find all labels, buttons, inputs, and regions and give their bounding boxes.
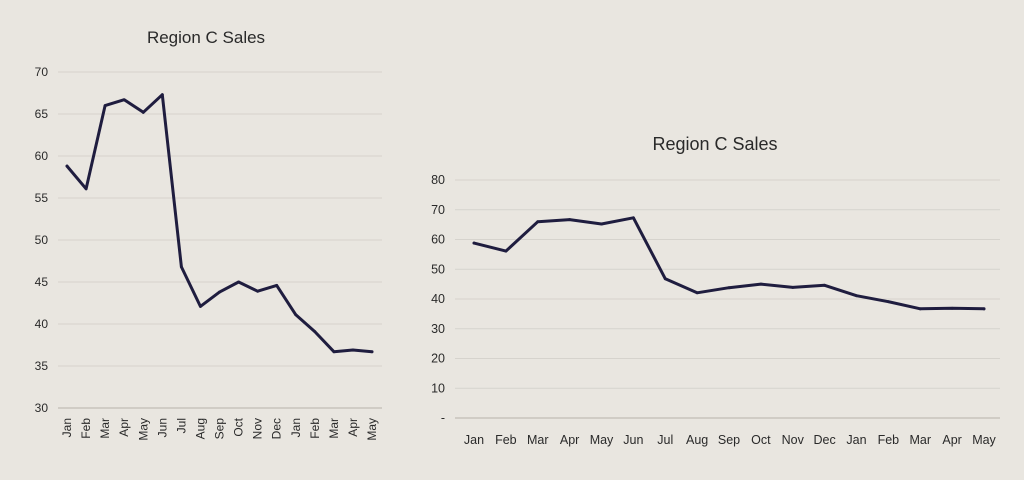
chart-left-x-tick-label: Sep xyxy=(213,418,227,440)
chart-left-data-point xyxy=(313,330,317,333)
chart-right-data-point xyxy=(600,222,603,226)
chart-left-data-point xyxy=(103,104,107,107)
chart-right-data-point xyxy=(950,306,954,310)
chart-left-data-point xyxy=(218,290,221,294)
chart-right-y-tick-label: - xyxy=(441,411,445,425)
chart-left-data-point xyxy=(199,304,202,308)
chart-right-x-tick-label: Feb xyxy=(878,433,900,447)
chart-right-data-point xyxy=(982,307,986,311)
chart-right-data-point xyxy=(823,283,827,287)
chart-left-data-point xyxy=(65,164,69,168)
chart-left-x-tick-label: Jun xyxy=(155,418,169,437)
chart-right-data-point xyxy=(695,291,699,295)
chart-left-y-tick-label: 35 xyxy=(35,359,49,373)
chart-left-x-tick-label: Feb xyxy=(308,418,322,439)
chart-right-y-tick-label: 70 xyxy=(431,203,445,217)
chart-left-data-point xyxy=(275,283,279,287)
chart-left-data-point xyxy=(179,265,183,269)
chart-right-x-tick-label: Jun xyxy=(623,433,643,447)
chart-right-x-tick-label: Mar xyxy=(909,433,931,447)
chart-left-y-tick-label: 60 xyxy=(35,149,49,163)
chart-right-x-tick-label: Mar xyxy=(527,433,549,447)
chart-right-data-point xyxy=(791,285,795,289)
chart-right-y-tick-label: 10 xyxy=(431,381,445,395)
chart-right-data-point xyxy=(855,294,858,298)
chart-left-x-tick-label: Dec xyxy=(270,418,284,439)
chart-left-x-tick-label: Oct xyxy=(232,417,246,436)
chart-right-x-tick-label: Feb xyxy=(495,433,517,447)
chart-left-x-tick-label: Jul xyxy=(174,418,188,433)
chart-right-x-tick-label: Oct xyxy=(751,433,771,447)
chart-left-data-point xyxy=(294,313,298,317)
chart-right-data-point xyxy=(886,300,890,304)
chart-right-data-point xyxy=(536,220,540,224)
chart-left-data-point xyxy=(237,280,240,284)
chart-left-data-point xyxy=(332,350,336,354)
chart-right-x-tick-label: Sep xyxy=(718,433,740,447)
chart-right-data-point xyxy=(504,249,508,253)
chart-left-x-tick-label: Jan xyxy=(289,418,303,437)
chart-right-data-point xyxy=(918,307,922,311)
chart-left-data-point xyxy=(141,110,145,114)
chart-left-data-point xyxy=(351,348,355,352)
chart-right-x-tick-label: Dec xyxy=(814,433,836,447)
chart-right: Region C Sales - 10 20 30 40 50 60 70 80 Jan Feb Ma… xyxy=(431,134,1000,447)
chart-left-title: Region C Sales xyxy=(147,28,265,47)
chart-right-x-tick-label: Jul xyxy=(657,433,673,447)
chart-right-y-tick-label: 40 xyxy=(431,292,445,306)
chart-left-x-tick-label: Apr xyxy=(117,418,131,437)
chart-right-x-tick-label: Nov xyxy=(782,433,805,447)
chart-left-x-tick-label: Feb xyxy=(79,418,93,439)
chart-left-x-tick-label: Apr xyxy=(346,418,360,437)
chart-right-data-point xyxy=(727,286,731,290)
chart-right-x-tick-label: Jan xyxy=(464,433,484,447)
chart-right-x-tick-label: Jan xyxy=(846,433,866,447)
chart-right-data-point xyxy=(663,277,667,281)
chart-right-y-tick-label: 30 xyxy=(431,322,445,336)
chart-left-y-tick-label: 55 xyxy=(35,191,49,205)
chart-left-y-tick-label: 40 xyxy=(35,317,49,331)
chart-left-x-tick-label: Nov xyxy=(251,418,265,439)
chart-left-y-tick-label: 65 xyxy=(35,107,49,121)
chart-right-data-point xyxy=(568,218,572,221)
chart-left-y-tick-label: 45 xyxy=(35,275,49,289)
chart-right-x-tick-label: Aug xyxy=(686,433,708,447)
chart-left-y-tick-label: 50 xyxy=(35,233,49,247)
chart-right-y-tick-label: 20 xyxy=(431,352,445,366)
chart-right-y-tick-label: 50 xyxy=(431,262,445,276)
chart-left-x-tick-label: May xyxy=(365,418,379,441)
chart-left-data-point xyxy=(370,350,374,354)
chart-left-y-tick-label: 30 xyxy=(35,401,49,415)
chart-right-data-point xyxy=(472,241,476,245)
chart-left-series-line xyxy=(65,93,374,354)
chart-left-data-point xyxy=(256,289,260,293)
chart-right-x-tick-label: May xyxy=(590,433,614,447)
chart-left-x-tick-label: Mar xyxy=(327,418,341,439)
chart-left-x-tick-label: Jan xyxy=(60,418,74,437)
chart-right-x-tick-label: Apr xyxy=(560,433,579,447)
chart-left-x-tick-label: Mar xyxy=(98,418,112,439)
chart-left-y-tick-label: 70 xyxy=(35,65,49,79)
chart-left-data-point xyxy=(84,187,88,191)
chart-right-series-line xyxy=(472,216,986,311)
chart-right-x-tick-label: Apr xyxy=(942,433,961,447)
chart-left-x-tick-label: Aug xyxy=(193,418,207,439)
chart-right-y-tick-label: 80 xyxy=(431,173,445,187)
chart-right-title: Region C Sales xyxy=(652,134,777,154)
chart-left-data-point xyxy=(160,93,164,97)
chart-right-x-tick-label: May xyxy=(972,433,996,447)
chart-right-data-point xyxy=(759,282,763,286)
chart-right-data-point xyxy=(631,216,635,220)
chart-left-data-point xyxy=(122,98,126,102)
chart-left: Region C Sales 30 35 40 45 50 55 60 65 70 Jan Feb M… xyxy=(35,28,382,441)
chart-left-x-tick-label: May xyxy=(136,418,150,441)
chart-right-y-tick-label: 60 xyxy=(431,233,445,247)
